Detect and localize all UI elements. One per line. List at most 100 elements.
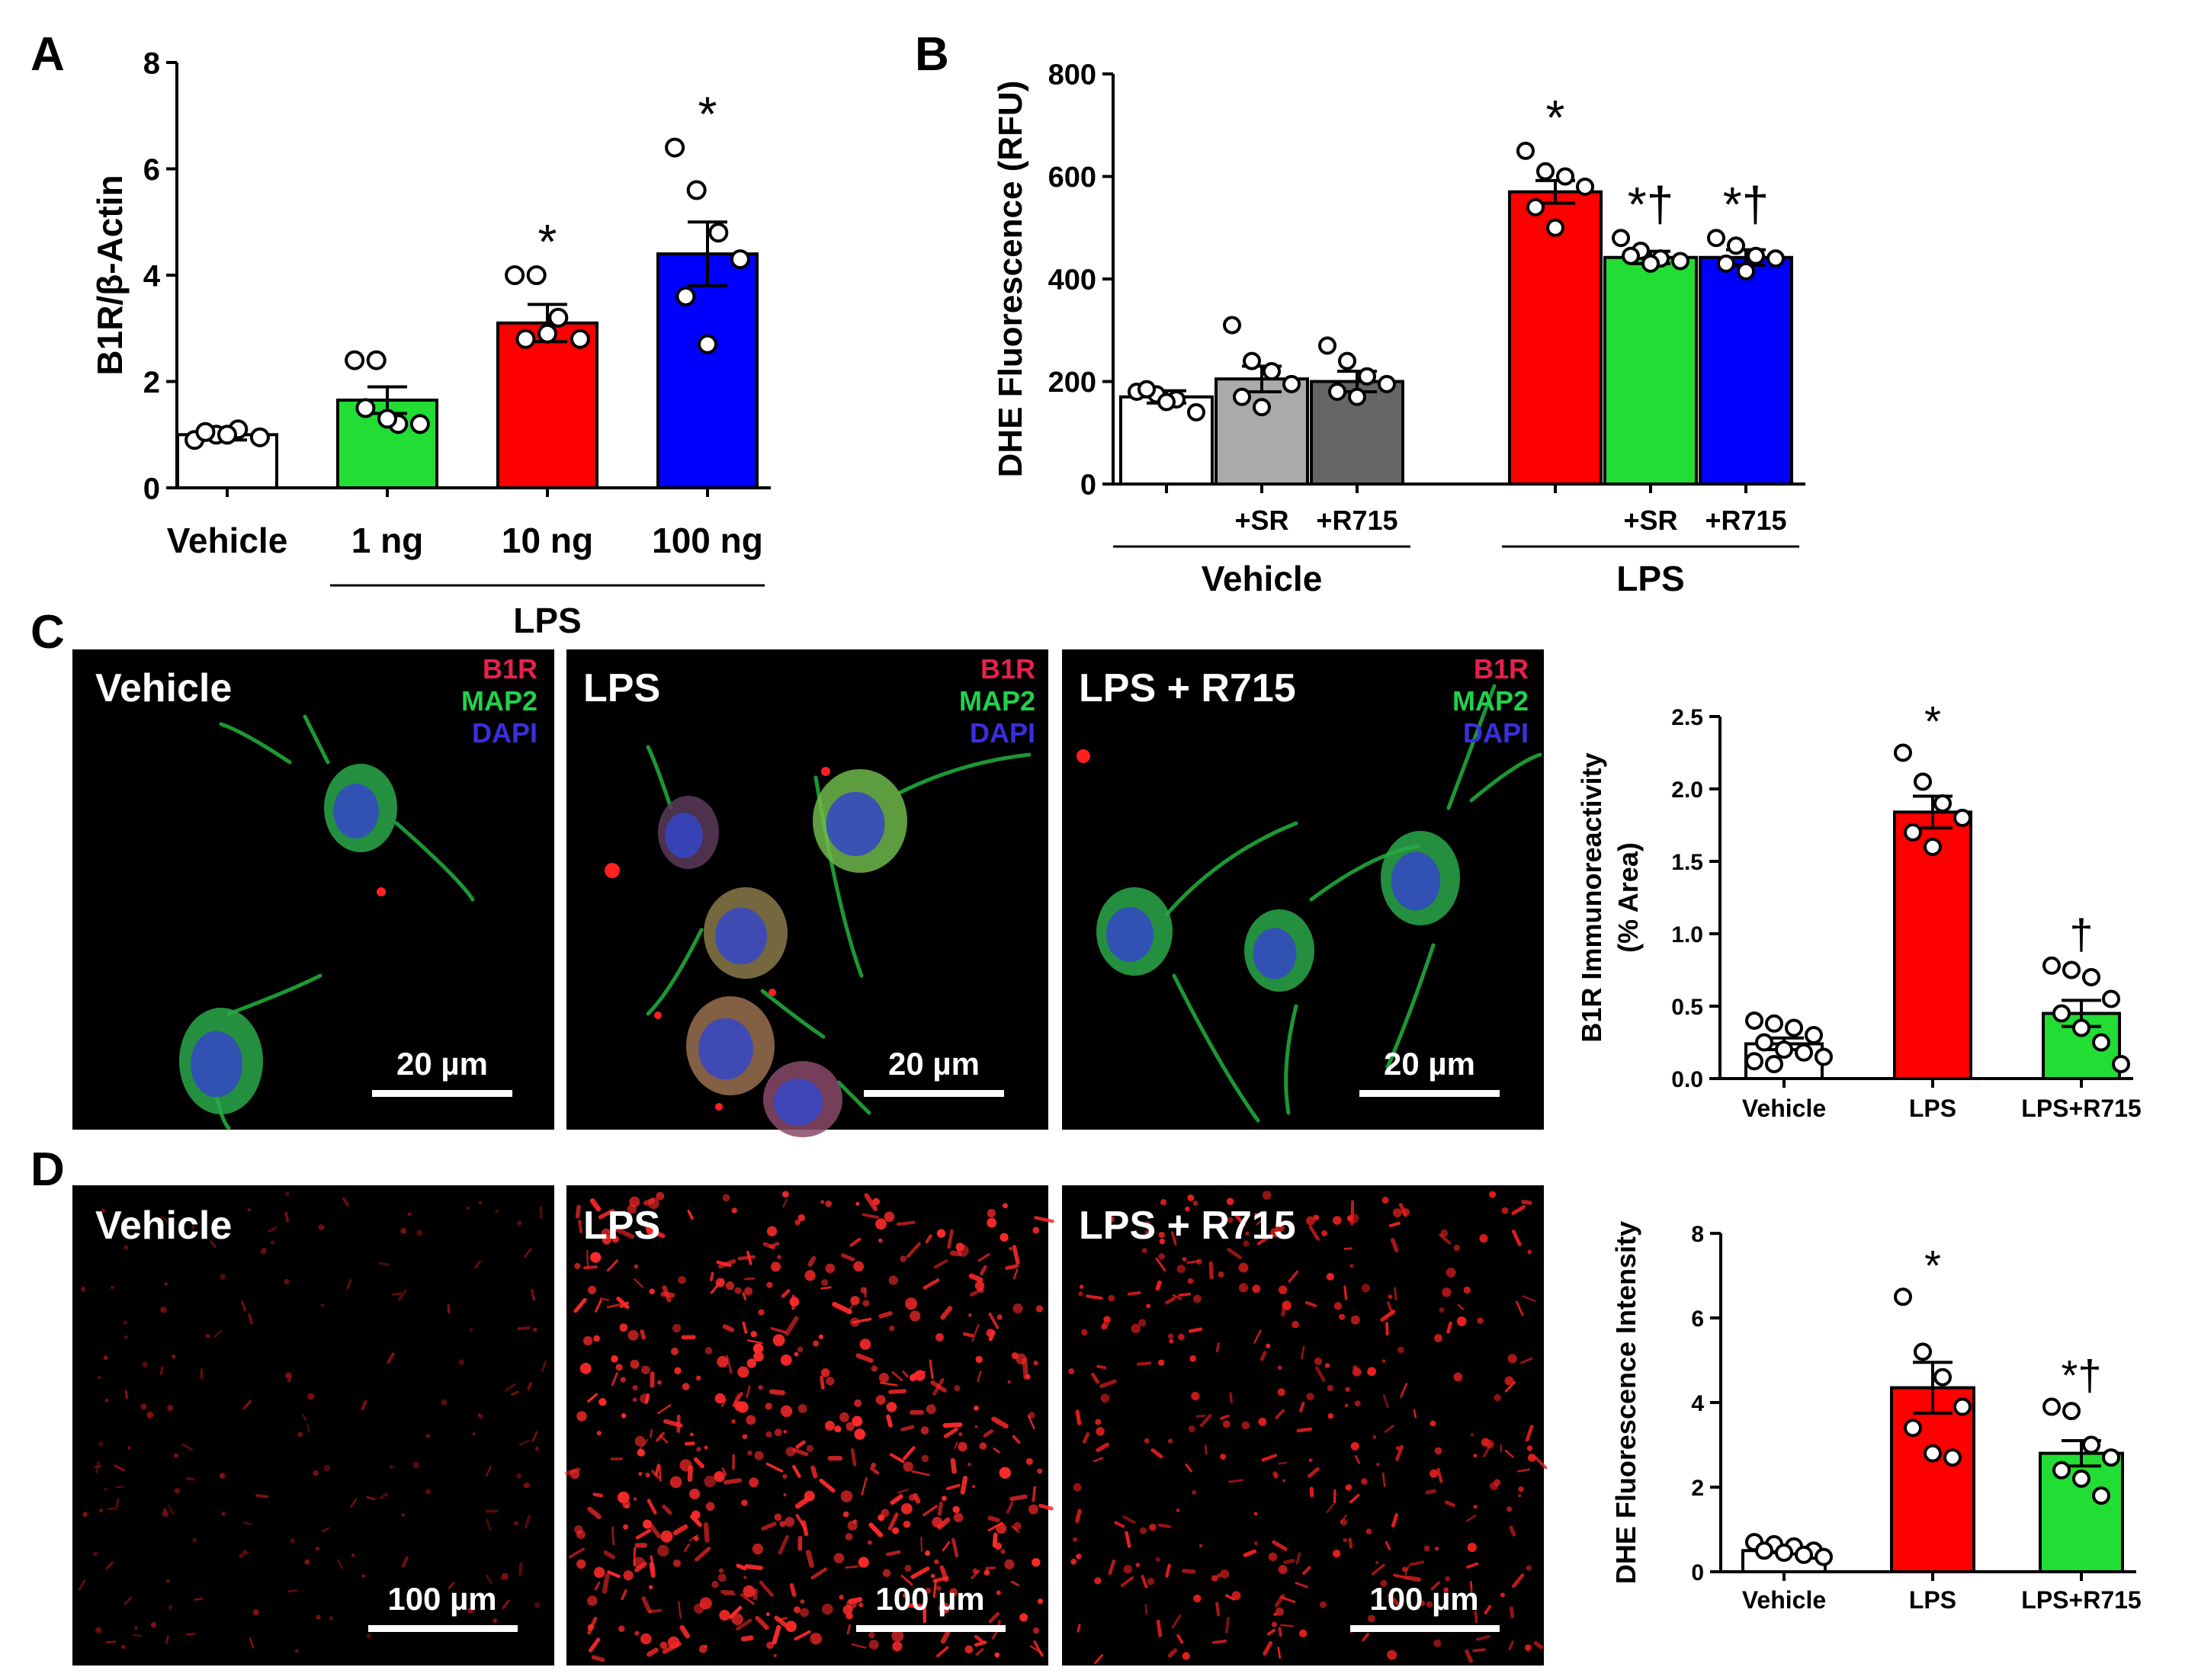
category-label: LPS: [1909, 1095, 1956, 1122]
dhe-puncta: [925, 1587, 932, 1594]
dhe-puncta: [534, 1446, 540, 1451]
dhe-puncta: [936, 1229, 946, 1238]
dhe-puncta: [695, 1375, 701, 1381]
y-tick-label: 8: [1691, 1222, 1704, 1247]
bar: [1508, 190, 1603, 486]
dhe-puncta: [1393, 1573, 1407, 1579]
dhe-puncta: [297, 1432, 303, 1438]
dhe-puncta: [852, 1415, 863, 1427]
dhe-puncta: [1253, 1329, 1262, 1344]
dhe-puncta: [1314, 1357, 1323, 1365]
dhe-puncta: [378, 1262, 390, 1266]
dhe-puncta: [590, 1252, 602, 1263]
dhe-puncta: [1172, 1294, 1182, 1300]
dhe-puncta: [1220, 1454, 1226, 1460]
dhe-puncta: [1392, 1208, 1402, 1217]
dhe-puncta: [1176, 1508, 1180, 1512]
data-point: [355, 398, 376, 418]
dhe-puncta: [1135, 1563, 1141, 1567]
dhe-puncta: [1439, 1307, 1445, 1313]
dhe-puncta: [1226, 1197, 1234, 1205]
dhe-puncta: [1394, 1287, 1397, 1301]
dhe-puncta: [1467, 1542, 1477, 1553]
dhe-puncta: [1381, 1196, 1389, 1204]
dhe-puncta: [219, 1473, 226, 1479]
dhe-puncta: [1470, 1433, 1474, 1437]
dhe-puncta: [127, 1446, 131, 1450]
dhe-puncta: [1500, 1592, 1505, 1598]
dhe-puncta: [1076, 1553, 1082, 1560]
dhe-puncta: [1345, 1484, 1352, 1491]
dhe-puncta: [871, 1462, 877, 1468]
dhe-puncta: [929, 1359, 934, 1380]
dhe-puncta: [952, 1505, 960, 1514]
dhe-puncta: [889, 1453, 905, 1464]
dhe-puncta: [860, 1287, 867, 1294]
dhe-puncta: [242, 1399, 252, 1410]
dhe-puncta: [820, 1286, 832, 1290]
dhe-puncta: [1278, 1627, 1282, 1637]
micrograph-title: Vehicle: [95, 666, 232, 710]
dhe-puncta: [1463, 1286, 1471, 1294]
dhe-puncta: [932, 1579, 938, 1598]
dhe-puncta: [1273, 1473, 1279, 1479]
dhe-puncta: [656, 1380, 663, 1385]
dhe-puncta: [1381, 1472, 1386, 1487]
dhe-puncta: [1187, 1194, 1195, 1201]
bar: [1893, 810, 1972, 1081]
dhe-puncta: [1120, 1576, 1134, 1587]
group-label: LPS: [1616, 559, 1684, 598]
dhe-puncta: [630, 1359, 640, 1369]
dhe-puncta: [247, 1207, 251, 1212]
dhe-puncta: [517, 1326, 531, 1331]
dhe-puncta: [847, 1302, 855, 1314]
data-point: [548, 307, 569, 328]
dhe-puncta: [1343, 1537, 1347, 1543]
dhe-puncta: [1442, 1287, 1452, 1297]
dhe-puncta: [80, 1286, 86, 1292]
dhe-puncta: [728, 1605, 743, 1619]
dhe-puncta: [906, 1242, 921, 1258]
bar: [656, 252, 759, 489]
data-point: [1765, 1014, 1783, 1033]
dhe-puncta: [753, 1351, 764, 1362]
category-label: LPS: [1909, 1586, 1956, 1614]
dhe-puncta: [1484, 1605, 1492, 1614]
dhe-signal-illustration: [78, 1191, 547, 1653]
dhe-puncta: [782, 1198, 788, 1208]
dhe-puncta: [95, 1627, 102, 1634]
significance-marker: †: [2069, 910, 2093, 958]
dhe-puncta: [958, 1441, 967, 1452]
dhe-puncta: [785, 1316, 799, 1336]
channel-label-dapi: DAPI: [472, 717, 537, 749]
dhe-puncta: [971, 1323, 980, 1342]
data-point: [1556, 167, 1574, 186]
b1r-puncta: [768, 989, 776, 996]
data-point: [1536, 162, 1555, 181]
data-point: [1894, 1287, 1912, 1306]
dhe-puncta: [731, 1613, 743, 1625]
dhe-puncta: [649, 1562, 656, 1578]
dhe-puncta: [1333, 1216, 1342, 1225]
dhe-puncta: [591, 1655, 605, 1662]
dhe-puncta: [1160, 1199, 1167, 1206]
dhe-puncta: [1277, 1365, 1282, 1371]
dhe-puncta: [287, 1589, 298, 1593]
cell-illustration: [605, 745, 1032, 1137]
dhe-puncta: [1224, 1594, 1235, 1601]
data-point: [1243, 351, 1261, 370]
dhe-puncta: [1308, 1458, 1313, 1463]
dhe-puncta: [1534, 1456, 1548, 1470]
dhe-puncta: [1278, 1285, 1288, 1294]
dhe-puncta: [878, 1372, 889, 1383]
dhe-puncta: [948, 1588, 958, 1597]
dhe-puncta: [1444, 1500, 1455, 1508]
micrograph-title: LPS: [583, 1204, 660, 1248]
dhe-puncta: [640, 1329, 646, 1340]
significance-marker: *: [538, 214, 557, 269]
data-point: [1641, 254, 1660, 273]
dhe-puncta: [1243, 1240, 1250, 1247]
scale-bar: [368, 1625, 518, 1632]
dhe-puncta: [397, 1289, 407, 1301]
dhe-puncta: [903, 1592, 908, 1598]
